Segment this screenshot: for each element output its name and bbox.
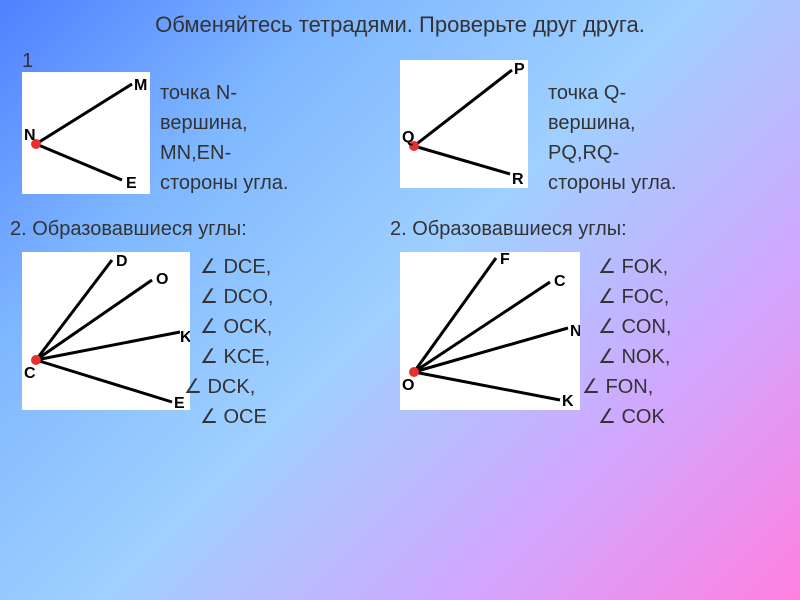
left-desc-1: точка N- вершина, MN,EN- cтороны угла. (160, 78, 289, 198)
left-desc-1-l1: точка N- (160, 78, 289, 108)
left-desc-1-l3: MN,EN- (160, 138, 289, 168)
right-angle-2: ∠ CON, (598, 312, 672, 342)
label-o: O (156, 271, 168, 288)
left-angle-3: ∠ KCE, (200, 342, 274, 372)
label-k2: K (562, 393, 574, 410)
label-c: C (24, 365, 36, 382)
right-angle-1: ∠ FOC, (598, 282, 672, 312)
label-m: M (134, 77, 147, 94)
label-q: Q (402, 129, 414, 146)
left-desc-1-l4: cтороны угла. (160, 168, 289, 198)
right-desc-1-l4: cтороны угла. (548, 168, 677, 198)
right-list-label: 2. Образовавшиеся углы: (390, 218, 627, 241)
right-angle-list: ∠ FOK, ∠ FOC, ∠ CON, ∠ NOK, ∠ FON, ∠ COK (598, 252, 672, 432)
right-angle-5: ∠ COK (598, 402, 672, 432)
angle-q-svg: P Q R (400, 60, 528, 188)
label-r: R (512, 171, 524, 188)
label-c2: C (554, 273, 566, 290)
left-angle-list: ∠ DCE, ∠ DCO, ∠ OCK, ∠ KCE, ∠ DCK, ∠ OCE (200, 252, 274, 432)
right-desc-1-l3: PQ,RQ- (548, 138, 677, 168)
right-desc-1-l2: вершина, (548, 108, 677, 138)
label-n2: N (570, 323, 580, 340)
right-angle-0: ∠ FOK, (598, 252, 672, 282)
left-angle-4: ∠ DCK, (184, 372, 274, 402)
left-angle-5: ∠ OCE (200, 402, 274, 432)
label-n: N (24, 127, 36, 144)
label-k: K (180, 329, 190, 346)
right-diagram-2: F C N K O (400, 252, 580, 410)
left-angle-0: ∠ DCE, (200, 252, 274, 282)
label-e: E (126, 175, 137, 192)
page-title: Обменяйтесь тетрадями. Проверьте друг др… (0, 0, 800, 38)
left-diagram-1: M N E (22, 72, 150, 194)
right-diagram-1: P Q R (400, 60, 528, 188)
right-angle-4: ∠ FON, (582, 372, 672, 402)
left-angle-2: ∠ OCK, (200, 312, 274, 342)
label-d: D (116, 253, 128, 270)
left-diagram-2: D O K E C (22, 252, 190, 410)
left-list-label: 2. Образовавшиеся углы: (10, 218, 247, 241)
right-desc-1-l1: точка Q- (548, 78, 677, 108)
angle-o-svg: F C N K O (400, 252, 580, 410)
angle-c-svg: D O K E C (22, 252, 190, 410)
angle-n-svg: M N E (22, 72, 150, 194)
left-number-1: 1 (22, 50, 33, 73)
label-p: P (514, 61, 525, 78)
label-o2: O (402, 377, 414, 394)
left-angle-1: ∠ DCO, (200, 282, 274, 312)
right-desc-1: точка Q- вершина, PQ,RQ- cтороны угла. (548, 78, 677, 198)
right-angle-3: ∠ NOK, (598, 342, 672, 372)
label-f: F (500, 252, 510, 268)
left-desc-1-l2: вершина, (160, 108, 289, 138)
